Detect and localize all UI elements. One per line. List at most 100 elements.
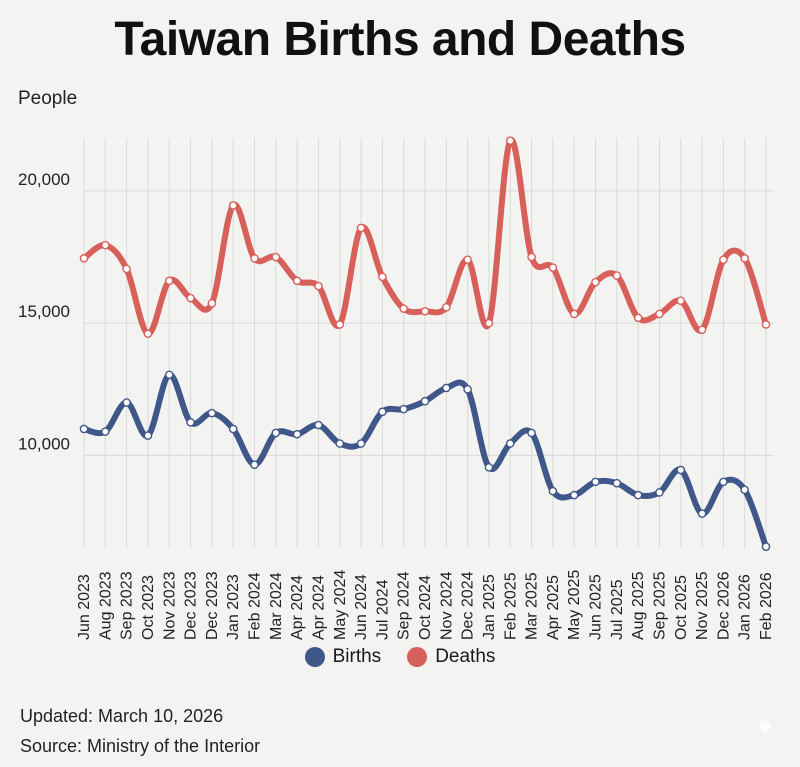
x-tick-label: Oct 2025 — [673, 575, 690, 640]
x-tick-label: Feb 2025 — [502, 572, 519, 640]
legend-item-deaths[interactable]: Deaths — [407, 646, 495, 668]
data-point-deaths — [442, 302, 451, 312]
x-tick-label: Jan 2025 — [481, 574, 498, 640]
x-tick-label: Nov 2024 — [438, 571, 455, 640]
data-point-deaths — [186, 293, 195, 303]
x-tick-label: Feb 2026 — [758, 572, 775, 640]
x-tick-label: Jul 2024 — [374, 579, 391, 640]
x-tick-label: Oct 2024 — [417, 575, 434, 640]
data-point-births — [633, 490, 643, 500]
x-tick-label: Sep 2023 — [119, 571, 136, 640]
y-axis-label: People — [18, 88, 78, 109]
data-point-deaths — [548, 263, 558, 272]
data-point-deaths — [164, 276, 174, 286]
data-point-deaths — [569, 309, 579, 319]
data-point-births — [314, 420, 323, 430]
data-point-births — [356, 439, 366, 448]
legend-label-deaths: Deaths — [435, 646, 496, 667]
data-point-births — [143, 431, 153, 440]
data-point-deaths — [399, 304, 408, 313]
y-tick-label: 20,000 — [18, 170, 70, 189]
data-point-births — [207, 408, 217, 418]
x-tick-label: May 2024 — [332, 570, 349, 640]
data-point-deaths — [505, 136, 515, 145]
deaths-swatch-icon — [407, 647, 428, 667]
data-point-births — [719, 477, 728, 487]
data-point-deaths — [314, 281, 323, 291]
chart-title: Taiwan Births and Deaths — [114, 13, 686, 66]
data-point-births — [676, 465, 686, 475]
x-tick-label: Nov 2023 — [161, 571, 178, 640]
x-tick-label: Apr 2024 — [310, 575, 327, 640]
data-point-births — [655, 488, 664, 497]
x-tick-label: Jun 2024 — [353, 574, 370, 640]
x-tick-label: Aug 2025 — [630, 571, 647, 640]
data-point-births — [271, 428, 281, 438]
x-tick-label: May 2025 — [566, 570, 583, 640]
data-point-deaths — [719, 255, 728, 264]
data-point-births — [292, 429, 302, 439]
x-tick-label: Jan 2023 — [225, 574, 242, 640]
y-tick-label: 10,000 — [18, 434, 70, 453]
data-point-births — [186, 418, 195, 427]
source-note: Source: Ministry of the Interior — [20, 736, 261, 756]
data-point-births — [164, 370, 174, 380]
data-point-deaths — [335, 320, 345, 329]
data-point-deaths — [250, 254, 259, 263]
data-point-births — [697, 509, 707, 518]
data-point-deaths — [378, 272, 387, 282]
data-point-deaths — [143, 329, 153, 339]
data-point-deaths — [292, 276, 302, 286]
data-point-births — [420, 396, 430, 406]
data-point-births — [740, 485, 749, 495]
data-point-births — [463, 384, 472, 394]
data-point-deaths — [676, 296, 686, 305]
births-swatch-icon — [304, 647, 325, 667]
x-tick-label: Dec 2026 — [715, 571, 732, 640]
data-point-births — [569, 490, 579, 500]
data-point-births — [101, 427, 110, 436]
x-tick-label: Aug 2023 — [97, 571, 114, 640]
data-point-births — [79, 424, 89, 434]
x-tick-label: Mar 2024 — [268, 572, 285, 640]
legend-item-births[interactable]: Births — [304, 646, 381, 668]
x-tick-label: Sep 2025 — [651, 571, 668, 640]
data-point-deaths — [271, 252, 281, 262]
data-point-births — [505, 439, 515, 448]
data-point-births — [548, 486, 558, 496]
data-point-deaths — [122, 264, 131, 274]
data-point-births — [612, 478, 622, 488]
data-point-births — [591, 477, 600, 487]
data-point-deaths — [633, 313, 643, 323]
x-tick-label: Dec 2023 — [183, 571, 200, 640]
data-point-deaths — [697, 325, 707, 335]
data-point-deaths — [420, 306, 430, 316]
x-tick-label: Nov 2025 — [694, 571, 711, 640]
data-point-deaths — [655, 309, 664, 319]
x-tick-label: Dec 2024 — [460, 571, 477, 640]
data-point-births — [228, 424, 238, 434]
x-tick-label: Jan 2026 — [737, 574, 754, 640]
data-point-births — [761, 542, 771, 551]
data-point-deaths — [612, 271, 622, 280]
data-point-deaths — [484, 318, 494, 328]
x-tick-label: Oct 2023 — [140, 575, 157, 640]
data-point-deaths — [761, 320, 771, 329]
data-point-births — [335, 439, 345, 448]
data-point-deaths — [79, 254, 89, 263]
data-point-deaths — [591, 277, 600, 287]
updated-note: Updated: March 10, 2026 — [20, 706, 224, 726]
x-tick-label: Apr 2024 — [289, 575, 306, 640]
data-point-births — [378, 407, 387, 417]
data-point-deaths — [463, 255, 472, 264]
data-point-deaths — [228, 201, 238, 210]
x-tick-label: Sep 2024 — [396, 571, 413, 640]
data-point-deaths — [527, 252, 536, 262]
x-tick-label: Apr 2025 — [545, 575, 562, 640]
x-tick-label: Jul 2025 — [609, 579, 626, 640]
data-point-births — [250, 460, 259, 469]
x-tick-label: Feb 2024 — [247, 572, 264, 640]
x-tick-label: Jun 2025 — [588, 574, 605, 640]
data-point-deaths — [740, 254, 749, 263]
